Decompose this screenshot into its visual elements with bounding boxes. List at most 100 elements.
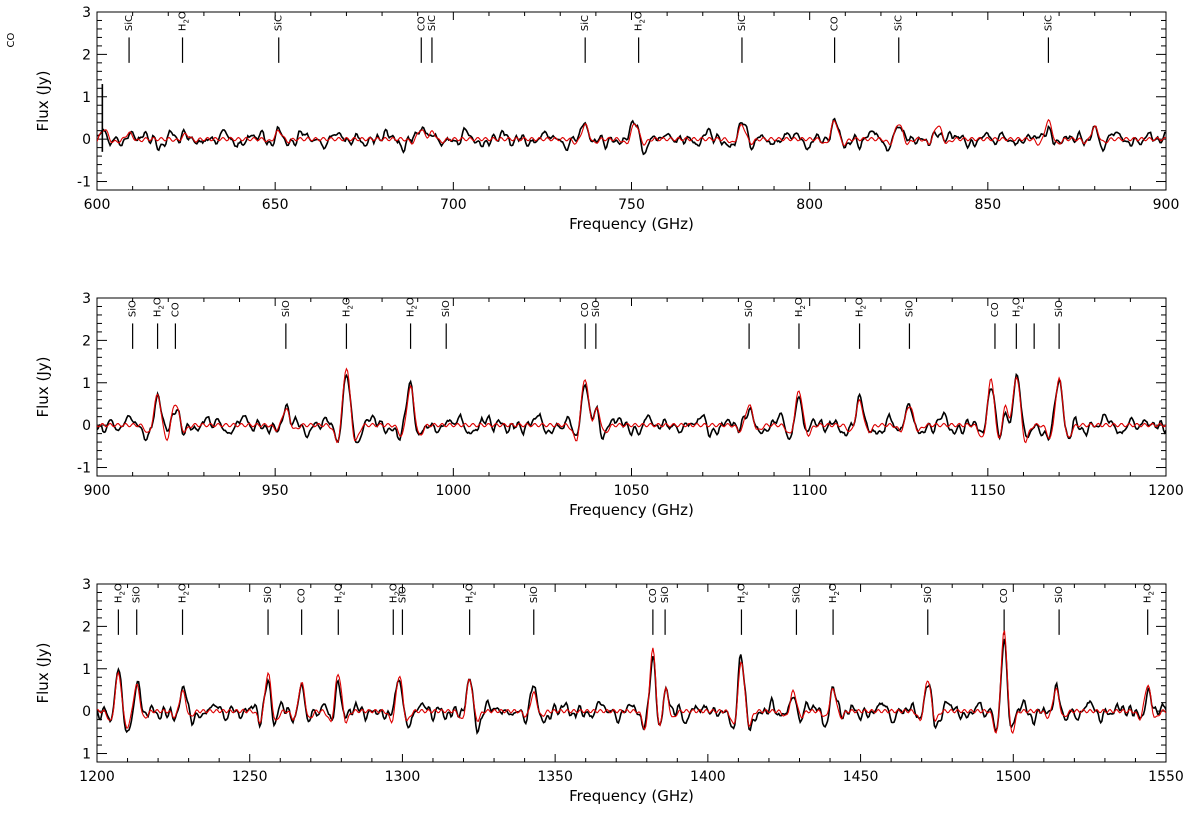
molecule-label: SiO <box>441 300 452 317</box>
molecule-label: SiC <box>580 15 591 31</box>
x-tick-label: 800 <box>796 197 823 213</box>
molecule-label: SiC <box>737 15 748 31</box>
x-tick-label: 600 <box>84 197 111 213</box>
molecule-label: H2O <box>113 583 126 603</box>
x-tick-label: 750 <box>618 197 645 213</box>
x-tick-label: 1500 <box>995 769 1031 785</box>
molecule-label: SiO <box>591 300 602 317</box>
molecule-label: H2O <box>178 583 191 603</box>
x-tick-label: 900 <box>84 483 111 499</box>
y-tick-label: 0 <box>82 704 91 720</box>
x-tick-label: 950 <box>262 483 289 499</box>
panel-3: 1200 1250 1300 1350 1400 1450 1500 1550 1 0 1 2 3 Fre… <box>34 577 1184 805</box>
series-observed <box>97 117 1166 156</box>
molecule-label: SiC <box>1043 15 1054 31</box>
y-axis-title: Flux (Jy) <box>34 71 52 132</box>
y-tick-label: -1 <box>77 461 91 477</box>
x-tick-label: 1350 <box>537 769 573 785</box>
x-tick-label: 1100 <box>792 483 828 499</box>
series-model <box>97 367 1166 444</box>
molecule-label: SiO <box>263 586 274 603</box>
molecule-label: CO <box>999 588 1010 603</box>
molecule-label: H2O <box>178 11 191 31</box>
molecule-label: SiO <box>1054 586 1065 603</box>
panel-1: 600 650 700 750 800 850 900 -1 0 1 2 3 Frequency (GH… <box>6 5 1179 233</box>
x-tick-label: 1300 <box>385 769 421 785</box>
x-tick-label: 1250 <box>232 769 268 785</box>
x-tick-label: 1150 <box>970 483 1006 499</box>
molecule-label: H2O <box>855 297 868 317</box>
molecule-label: SiO <box>281 300 292 317</box>
x-axis-title: Frequency (GHz) <box>569 501 694 519</box>
molecule-label: SiO <box>132 586 143 603</box>
molecule-label: H2O <box>153 297 166 317</box>
x-tick-label: 1050 <box>614 483 650 499</box>
molecule-label: SiO <box>529 586 540 603</box>
molecule-label: CO <box>297 588 308 603</box>
molecule-label: H2O <box>1143 583 1156 603</box>
molecule-label: SiO <box>923 586 934 603</box>
molecule-label: SiC <box>274 15 285 31</box>
molecule-label: H2O <box>1011 297 1024 317</box>
x-tick-label: 1200 <box>79 769 115 785</box>
x-tick-label: 1200 <box>1148 483 1184 499</box>
x-tick-label: 900 <box>1153 197 1180 213</box>
molecule-label: H2O <box>828 583 841 603</box>
corner-label: CO <box>6 32 17 47</box>
molecule-label: CO <box>648 588 659 603</box>
molecule-label: SiO <box>660 586 671 603</box>
molecule-label: H2O <box>333 583 346 603</box>
x-tick-label: 1450 <box>843 769 879 785</box>
molecule-label: H2O <box>794 297 807 317</box>
molecule-label: CO <box>830 16 841 31</box>
x-tick-label: 1000 <box>436 483 472 499</box>
y-axis-title: Flux (Jy) <box>34 357 52 418</box>
molecule-label: SiO <box>791 586 802 603</box>
series-observed <box>97 372 1166 444</box>
x-tick-label: 1400 <box>690 769 726 785</box>
y-tick-label: 3 <box>82 291 91 307</box>
y-tick-label: -1 <box>77 175 91 191</box>
y-tick-label: 2 <box>82 619 91 635</box>
molecule-label: SiO <box>397 586 408 603</box>
molecule-label: SiO <box>904 300 915 317</box>
molecule-label: H2O <box>634 11 647 31</box>
molecule-label: SiO <box>744 300 755 317</box>
molecule-label: CO <box>170 302 181 317</box>
series-model <box>97 630 1166 735</box>
y-tick-label: 1 <box>82 662 91 678</box>
x-tick-label: 850 <box>974 197 1001 213</box>
molecule-label: H2O <box>388 583 401 603</box>
molecule-label: SiO <box>1054 300 1065 317</box>
molecule-label: SiC <box>124 15 135 31</box>
panel-2: 900 950 1000 1050 1100 1150 1200 -1 0 1 2 3 Frequenc… <box>34 291 1184 519</box>
y-tick-label: 0 <box>82 132 91 148</box>
molecule-label: CO <box>580 302 591 317</box>
y-tick-label: 1 <box>82 376 91 392</box>
plot-frame <box>96 11 1167 191</box>
plot-frame <box>96 583 1167 763</box>
y-tick-label: 1 <box>82 747 91 763</box>
molecule-label: SiC <box>427 15 438 31</box>
molecule-label: H2O <box>341 297 354 317</box>
y-tick-label: 2 <box>82 333 91 349</box>
x-tick-label: 1550 <box>1148 769 1184 785</box>
x-axis-title: Frequency (GHz) <box>569 787 694 805</box>
y-tick-label: 1 <box>82 90 91 106</box>
molecule-label: H2O <box>406 297 419 317</box>
y-tick-label: 0 <box>82 418 91 434</box>
x-tick-label: 700 <box>440 197 467 213</box>
x-axis-title: Frequency (GHz) <box>569 215 694 233</box>
series-model <box>97 118 1166 147</box>
x-tick-label: 650 <box>262 197 289 213</box>
y-tick-label: 2 <box>82 47 91 63</box>
y-tick-label: 3 <box>82 5 91 21</box>
molecule-label: H2O <box>736 583 749 603</box>
molecule-label: SiC <box>894 15 905 31</box>
molecule-label: SiO <box>128 300 139 317</box>
molecule-label: CO <box>416 16 427 31</box>
series-observed <box>97 638 1166 736</box>
plot-frame <box>96 297 1167 477</box>
y-axis-title: Flux (Jy) <box>34 643 52 704</box>
